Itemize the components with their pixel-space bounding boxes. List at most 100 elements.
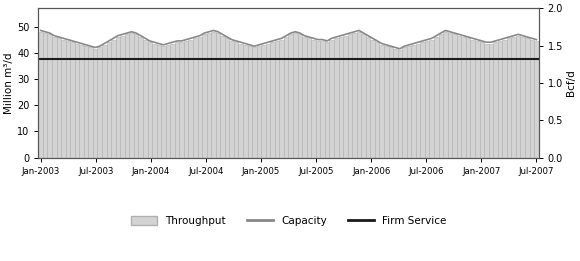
Bar	[43, 33, 48, 158]
Bar	[516, 36, 520, 158]
Bar	[488, 44, 493, 158]
Bar	[38, 32, 43, 158]
Bar	[389, 48, 393, 158]
Bar	[430, 40, 434, 158]
Bar	[361, 34, 366, 158]
Bar	[393, 49, 398, 158]
Bar	[352, 33, 357, 158]
Bar	[379, 45, 384, 158]
Bar	[147, 42, 152, 158]
Bar	[188, 40, 193, 158]
Bar	[316, 41, 320, 158]
Bar	[184, 41, 189, 158]
Bar	[211, 32, 216, 158]
Bar	[375, 42, 379, 158]
Bar	[152, 44, 157, 158]
Bar	[298, 34, 302, 158]
Bar	[234, 42, 238, 158]
Bar	[347, 34, 352, 158]
Bar	[248, 46, 252, 158]
Bar	[70, 42, 75, 158]
Bar	[120, 36, 125, 158]
Bar	[84, 46, 88, 158]
Bar	[257, 46, 261, 158]
Bar	[339, 37, 343, 158]
Bar	[52, 37, 56, 158]
Bar	[166, 45, 171, 158]
Bar	[61, 40, 66, 158]
Bar	[238, 44, 243, 158]
Bar	[252, 48, 257, 158]
Bar	[93, 49, 97, 158]
Bar	[202, 34, 206, 158]
Bar	[443, 32, 448, 158]
Bar	[171, 44, 175, 158]
Bar	[229, 41, 234, 158]
Bar	[284, 37, 288, 158]
Bar	[398, 50, 402, 158]
Bar	[475, 41, 480, 158]
Bar	[438, 34, 443, 158]
Bar	[129, 33, 134, 158]
Bar	[134, 34, 139, 158]
Bar	[366, 37, 371, 158]
Bar	[357, 32, 361, 158]
Bar	[307, 38, 311, 158]
Bar	[320, 41, 325, 158]
Bar	[384, 46, 389, 158]
Bar	[261, 45, 266, 158]
Bar	[75, 44, 79, 158]
Bar	[334, 38, 339, 158]
Bar	[420, 42, 425, 158]
Bar	[216, 33, 220, 158]
Bar	[512, 37, 516, 158]
Bar	[48, 34, 52, 158]
Bar	[111, 40, 115, 158]
Bar	[325, 42, 329, 158]
Bar	[220, 36, 225, 158]
Bar	[266, 44, 270, 158]
Bar	[434, 37, 438, 158]
Bar	[470, 40, 475, 158]
Bar	[480, 42, 484, 158]
Bar	[243, 45, 248, 158]
Bar	[275, 41, 280, 158]
Bar	[448, 33, 452, 158]
Legend: Throughput, Capacity, Firm Service: Throughput, Capacity, Firm Service	[126, 211, 451, 230]
Bar	[139, 37, 143, 158]
Y-axis label: Bcf/d: Bcf/d	[566, 69, 576, 96]
Bar	[125, 34, 129, 158]
Bar	[302, 37, 307, 158]
Bar	[66, 41, 70, 158]
Bar	[425, 41, 430, 158]
Bar	[461, 37, 466, 158]
Bar	[175, 42, 179, 158]
Bar	[280, 40, 284, 158]
Bar	[97, 48, 102, 158]
Bar	[534, 41, 539, 158]
Bar	[270, 42, 275, 158]
Bar	[371, 40, 375, 158]
Bar	[193, 38, 198, 158]
Bar	[115, 37, 120, 158]
Bar	[411, 45, 416, 158]
Bar	[502, 40, 507, 158]
Bar	[293, 33, 298, 158]
Bar	[407, 46, 411, 158]
Bar	[56, 38, 61, 158]
Bar	[107, 42, 111, 158]
Bar	[452, 34, 457, 158]
Bar	[157, 45, 161, 158]
Bar	[484, 44, 488, 158]
Bar	[88, 48, 93, 158]
Bar	[530, 40, 534, 158]
Bar	[416, 44, 420, 158]
Bar	[402, 48, 407, 158]
Bar	[79, 45, 84, 158]
Bar	[329, 40, 334, 158]
Bar	[225, 38, 229, 158]
Bar	[288, 34, 293, 158]
Bar	[466, 38, 470, 158]
Bar	[311, 40, 316, 158]
Bar	[179, 42, 184, 158]
